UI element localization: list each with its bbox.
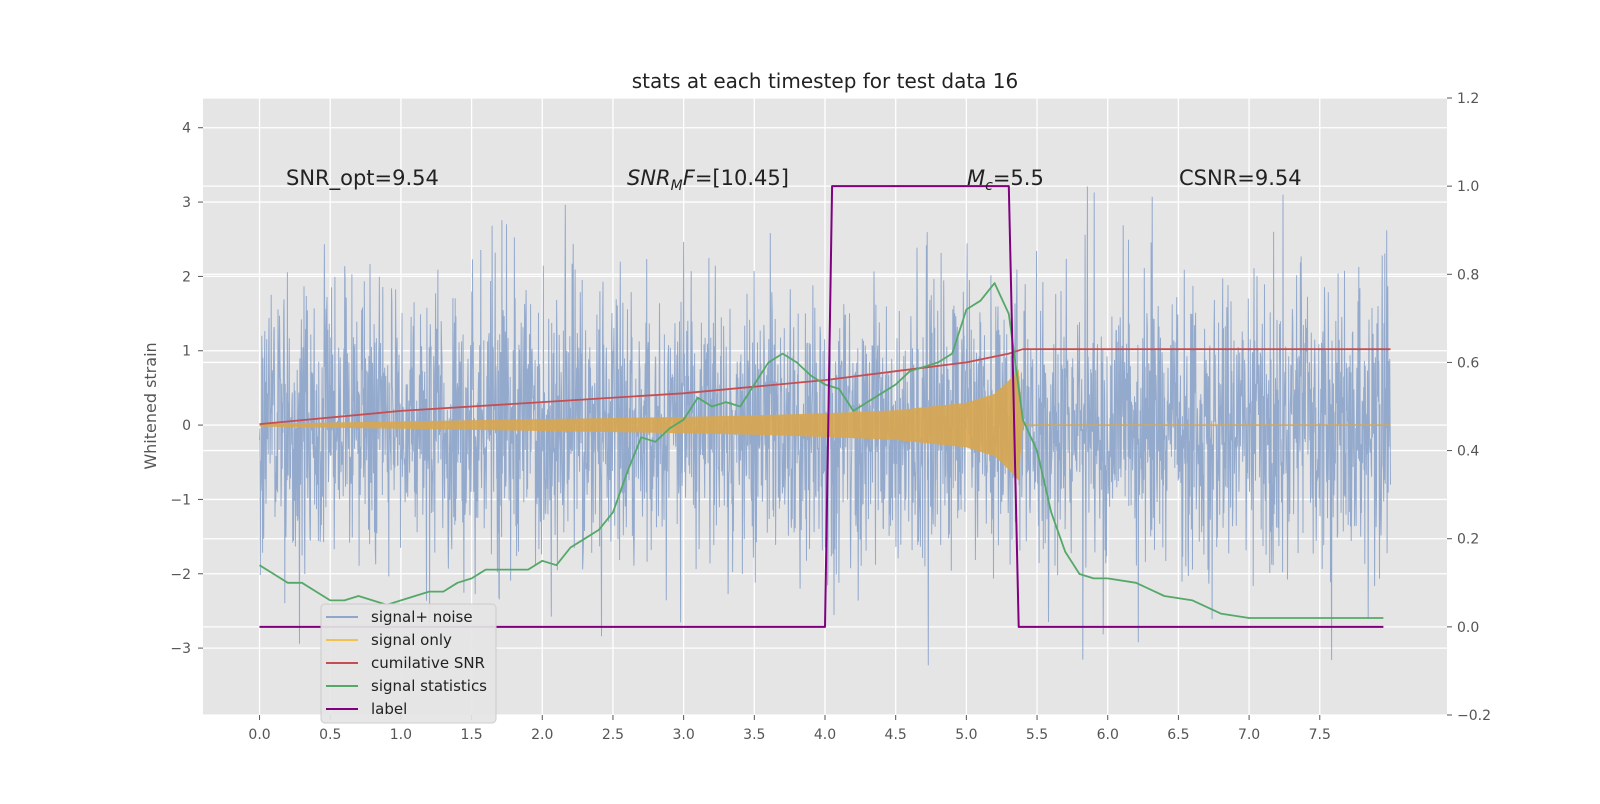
x-tick-label: 7.5 (1309, 727, 1331, 743)
legend-label-label: label (371, 700, 407, 718)
x-tick-label: 5.5 (1026, 727, 1048, 743)
y-tick-label: −1 (170, 492, 191, 508)
y-tick-label: 2 (182, 269, 191, 285)
label-line (259, 185, 1384, 628)
signal-only-series (259, 369, 1391, 481)
annotation-snr-mf: SNRMF=[10.45] (627, 166, 789, 194)
y2-tick-label: 0.6 (1457, 355, 1479, 371)
chart-title: stats at each timestep for test data 16 (632, 69, 1018, 93)
y-axis-label: Whitened strain (141, 342, 160, 469)
legend-label-signal-noise: signal+ noise (371, 608, 473, 626)
x-tick-label: 4.5 (885, 727, 907, 743)
x-tick-label: 1.5 (460, 727, 482, 743)
x-tick-label: 4.0 (814, 727, 836, 743)
x-tick-label: 3.5 (743, 727, 765, 743)
x-tick-label: 1.0 (390, 727, 412, 743)
legend-label-cumulative-snr: cumilative SNR (371, 654, 485, 672)
legend-label-signal-statistics: signal statistics (371, 677, 487, 695)
legend: signal+ noise signal only cumilative SNR… (320, 603, 497, 724)
y2-tick-label: 0.0 (1457, 620, 1479, 636)
y-tick-label: 3 (182, 195, 191, 211)
x-tick-label: 7.0 (1238, 727, 1260, 743)
y-tick-label: −2 (170, 567, 191, 583)
y2-tick-label: 0.4 (1457, 444, 1479, 460)
y2-tick-label: −0.2 (1457, 708, 1491, 724)
axis-ticks: 0.0 0.5 1.0 1.5 2.0 2.5 3.0 3.5 4.0 4.5 5.0 5.5 6.0 6… (170, 91, 1491, 743)
y2-tick-label: 1.2 (1457, 91, 1479, 107)
x-tick-label: 0.5 (319, 727, 341, 743)
y2-tick-label: 0.8 (1457, 267, 1479, 283)
y-tick-label: 4 (182, 121, 191, 137)
right-axis-series (259, 185, 1391, 628)
legend-box (320, 603, 497, 724)
x-tick-label: 3.0 (673, 727, 695, 743)
x-tick-label: 5.0 (955, 727, 977, 743)
annotation-csnr: CSNR=9.54 (1179, 166, 1302, 190)
annotation-snr-opt: SNR_opt=9.54 (286, 166, 439, 191)
x-tick-label: 6.5 (1167, 727, 1189, 743)
y-tick-label: 1 (182, 344, 191, 360)
signal-only-band (259, 369, 1391, 481)
signal-statistics-line (259, 282, 1384, 619)
x-tick-label: 2.0 (531, 727, 553, 743)
x-tick-label: 2.5 (602, 727, 624, 743)
y-tick-label: −3 (170, 641, 191, 657)
annotation-chirp-mass: Mc=5.5 (967, 166, 1044, 194)
legend-label-signal-only: signal only (371, 631, 452, 649)
y2-tick-label: 0.2 (1457, 532, 1479, 548)
y2-tick-label: 1.0 (1457, 179, 1479, 195)
x-tick-label: 6.0 (1097, 727, 1119, 743)
y-tick-label: 0 (182, 418, 191, 434)
x-tick-label: 0.0 (248, 727, 270, 743)
